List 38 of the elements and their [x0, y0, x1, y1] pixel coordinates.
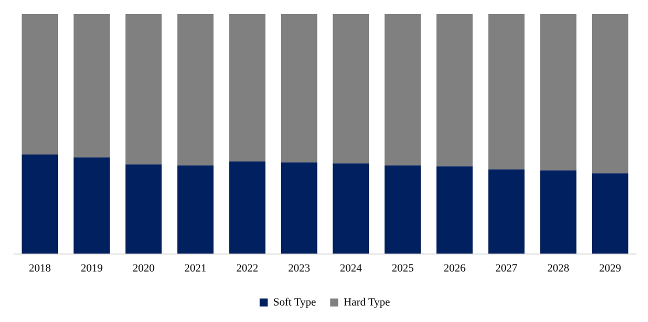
x-tick-label: 2024 — [340, 262, 362, 274]
bar — [332, 163, 370, 254]
bar — [592, 14, 628, 174]
x-tick-label: 2025 — [392, 262, 414, 274]
x-tick-label: 2023 — [288, 262, 311, 274]
bar — [592, 173, 628, 254]
bar — [74, 14, 110, 158]
x-tick-label: 2019 — [80, 262, 104, 274]
x-tick-label: 2020 — [132, 262, 156, 274]
x-tick-label: 2029 — [599, 262, 622, 274]
bar — [22, 154, 58, 254]
bar — [177, 14, 214, 166]
x-tick-label: 2018 — [28, 262, 52, 274]
bar — [125, 14, 162, 164]
bar — [436, 166, 473, 254]
bar — [332, 14, 370, 164]
bar — [22, 14, 58, 155]
bar — [125, 164, 162, 254]
bar — [280, 14, 318, 162]
bar — [488, 169, 525, 254]
legend-label: Hard Type — [344, 296, 390, 308]
bar — [74, 157, 110, 254]
bar — [384, 14, 421, 166]
x-tick-label: 2022 — [236, 262, 258, 274]
bar — [488, 14, 525, 170]
bar — [384, 165, 421, 254]
bar — [280, 162, 318, 254]
bar — [229, 161, 266, 254]
bar — [540, 170, 576, 254]
x-tick-label: 2027 — [495, 262, 518, 274]
bar — [436, 14, 473, 166]
bar — [177, 165, 214, 254]
legend-label: Soft Type — [273, 296, 316, 308]
bar — [229, 14, 266, 162]
x-tick-label: 2028 — [547, 262, 570, 274]
bar — [540, 14, 576, 170]
x-tick-label: 2021 — [184, 262, 206, 274]
x-tick-label: 2026 — [444, 262, 466, 274]
